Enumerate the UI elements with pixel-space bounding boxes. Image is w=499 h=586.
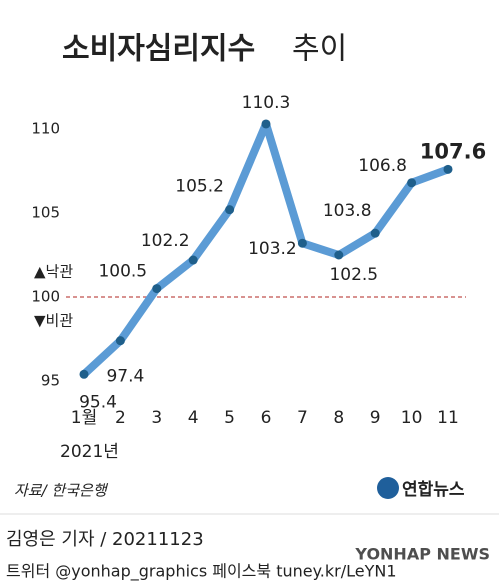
- data-label: 103.2: [248, 239, 297, 259]
- marker: [334, 250, 344, 260]
- logo-text: 연합뉴스: [402, 479, 465, 500]
- y-tick-label: 105: [31, 204, 60, 222]
- y-tick-label: 110: [31, 120, 60, 138]
- y-tick-label: 100: [31, 288, 60, 306]
- marker: [115, 336, 125, 346]
- x-tick-label: 3: [151, 408, 162, 428]
- data-label: 105.2: [175, 177, 224, 197]
- data-label: 95.4: [79, 392, 117, 412]
- x-axis-note: 2021년: [60, 442, 119, 462]
- data-label: 102.5: [329, 265, 378, 285]
- marker: [79, 369, 89, 379]
- chart-title-suffix: 추이: [292, 32, 347, 67]
- chart-title: 소비자심리지수: [62, 32, 255, 67]
- marker: [370, 228, 380, 238]
- x-tick-label: 9: [370, 408, 381, 428]
- marker: [297, 238, 307, 248]
- social: 트위터 @yonhap_graphics 페이스북 tuney.kr/LeYN1: [6, 562, 397, 582]
- x-tick-label: 11: [437, 408, 459, 428]
- data-label: 100.5: [98, 262, 147, 282]
- annotation: ▲낙관: [34, 263, 73, 281]
- data-label: 107.6: [420, 139, 486, 163]
- watermark: YONHAP NEWS: [354, 545, 490, 564]
- marker: [261, 119, 271, 129]
- source: 자료/ 한국은행: [14, 482, 109, 500]
- x-tick-label: 7: [297, 408, 308, 428]
- data-label: 103.8: [323, 201, 372, 221]
- annotation: ▼비관: [34, 312, 73, 330]
- data-label: 97.4: [106, 367, 144, 387]
- data-label: 110.3: [242, 93, 291, 113]
- x-tick-label: 5: [224, 408, 235, 428]
- marker: [225, 205, 235, 215]
- marker: [407, 178, 417, 188]
- x-tick-label: 2: [115, 408, 126, 428]
- x-tick-label: 6: [261, 408, 272, 428]
- byline: 김영은 기자 / 20211123: [6, 529, 204, 550]
- marker: [188, 255, 198, 265]
- marker: [152, 284, 162, 294]
- x-tick-label: 1월: [71, 408, 97, 428]
- y-tick-label: 95: [41, 372, 60, 390]
- x-tick-label: 10: [401, 408, 423, 428]
- x-tick-label: 4: [188, 408, 199, 428]
- logo-icon: [377, 477, 399, 499]
- data-label: 106.8: [358, 156, 407, 176]
- marker: [443, 164, 453, 174]
- x-tick-label: 8: [333, 408, 344, 428]
- data-label: 102.2: [141, 231, 190, 251]
